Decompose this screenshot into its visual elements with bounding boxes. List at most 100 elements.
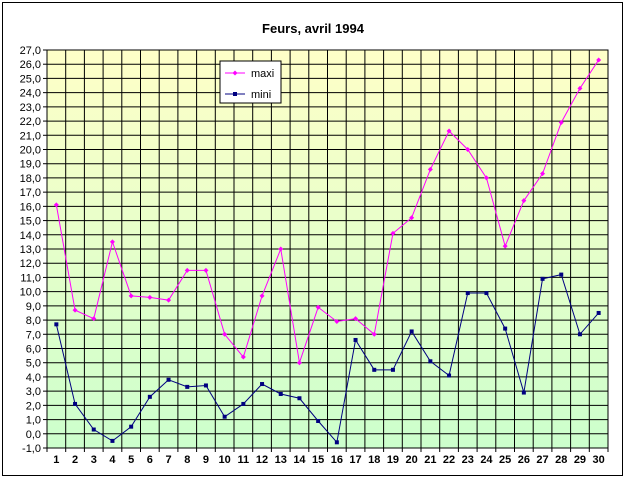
data-point-mini <box>409 329 414 334</box>
y-tick-label: 15,0 <box>20 216 41 228</box>
y-tick-label: 21,0 <box>20 130 41 142</box>
data-point-mini <box>73 401 78 406</box>
x-tick-label: 26 <box>518 454 530 466</box>
data-point-maxi <box>184 267 190 273</box>
data-point-mini <box>540 276 545 281</box>
x-tick-label: 19 <box>387 454 399 466</box>
data-point-mini <box>222 414 227 419</box>
data-point-mini <box>596 310 601 315</box>
data-point-mini <box>297 396 302 401</box>
y-tick-label: 19,0 <box>20 159 41 171</box>
data-point-maxi <box>409 215 415 221</box>
y-tick-label: 5,0 <box>26 358 41 370</box>
data-point-mini <box>503 326 508 331</box>
data-point-maxi <box>53 202 59 208</box>
data-point-maxi <box>521 198 527 204</box>
data-point-mini <box>372 367 377 372</box>
data-point-mini <box>241 401 246 406</box>
x-tick-label: 15 <box>312 454 324 466</box>
data-point-mini <box>559 272 564 277</box>
data-point-mini <box>465 291 470 296</box>
data-point-mini <box>129 424 134 429</box>
legend-box <box>219 60 282 104</box>
x-tick-label: 20 <box>406 454 418 466</box>
series-line-maxi <box>55 59 600 363</box>
data-point-maxi <box>259 293 265 299</box>
x-tick-label: 28 <box>555 454 567 466</box>
y-tick-label: 0,0 <box>26 429 41 441</box>
data-point-mini <box>278 391 283 396</box>
y-tick-label: 4,0 <box>26 372 41 384</box>
y-tick-label: -1,0 <box>22 443 41 455</box>
data-point-mini <box>521 390 526 395</box>
data-point-maxi <box>371 331 377 337</box>
data-point-mini <box>91 427 96 432</box>
data-point-maxi <box>109 239 115 245</box>
y-tick-label: 26,0 <box>20 59 41 71</box>
x-tick-label: 17 <box>349 454 361 466</box>
x-tick-label: 9 <box>203 454 209 466</box>
x-tick-label: 10 <box>219 454 231 466</box>
x-tick-label: 22 <box>443 454 455 466</box>
y-tick-label: 8,0 <box>26 315 41 327</box>
data-point-maxi <box>72 307 78 313</box>
y-tick-label: 18,0 <box>20 173 41 185</box>
grid-lines <box>46 49 609 449</box>
data-point-maxi <box>577 85 583 91</box>
legend: maxi mini <box>219 60 282 104</box>
data-point-mini <box>428 359 433 364</box>
x-tick-label: 24 <box>480 454 493 466</box>
data-point-mini <box>147 394 152 399</box>
y-tick-label: 1,0 <box>26 415 41 427</box>
data-point-mini <box>316 418 321 423</box>
y-tick-label: 14,0 <box>20 230 41 242</box>
x-tick-label: 16 <box>331 454 343 466</box>
data-point-mini <box>484 291 489 296</box>
data-point-maxi <box>596 57 602 63</box>
data-point-maxi <box>147 294 153 300</box>
data-point-maxi <box>296 360 302 366</box>
x-tick-label: 7 <box>165 454 171 466</box>
data-point-maxi <box>315 304 321 310</box>
x-tick-label: 21 <box>424 454 436 466</box>
legend-label-mini: mini <box>251 89 271 101</box>
y-tick-label: 20,0 <box>20 145 41 157</box>
data-point-mini <box>185 384 190 389</box>
y-tick-label: 23,0 <box>20 102 41 114</box>
data-point-mini <box>334 440 339 445</box>
data-point-maxi <box>390 230 396 236</box>
x-tick-label: 27 <box>536 454 548 466</box>
y-tick-label: 9,0 <box>26 301 41 313</box>
data-point-maxi <box>502 243 508 249</box>
x-tick-label: 2 <box>72 454 78 466</box>
y-tick-label: 17,0 <box>20 187 41 199</box>
data-point-maxi <box>240 354 246 360</box>
data-point-maxi <box>334 318 340 324</box>
y-tick-label: 25,0 <box>20 73 41 85</box>
data-point-maxi <box>558 119 564 125</box>
data-point-maxi <box>166 297 172 303</box>
data-point-maxi <box>353 316 359 322</box>
y-tick-label: 16,0 <box>20 201 41 213</box>
x-tick-label: 8 <box>184 454 190 466</box>
data-point-mini <box>110 438 115 443</box>
y-tick-label: 24,0 <box>20 88 41 100</box>
data-point-mini <box>54 322 59 327</box>
data-point-maxi <box>222 331 228 337</box>
x-tick-label: 23 <box>462 454 474 466</box>
data-point-maxi <box>465 147 471 152</box>
data-point-maxi <box>483 175 489 181</box>
legend-label-maxi: maxi <box>251 68 274 80</box>
data-point-maxi <box>91 316 97 322</box>
data-point-mini <box>166 377 171 382</box>
data-point-mini <box>260 382 265 387</box>
legend-marker-maxi <box>232 70 238 76</box>
y-tick-label: 6,0 <box>26 344 41 356</box>
x-tick-label: 30 <box>593 454 605 466</box>
x-tick-label: 13 <box>275 454 287 466</box>
x-tick-label: 1 <box>53 454 59 466</box>
y-tick-label: 10,0 <box>20 287 41 299</box>
y-tick-label: 2,0 <box>26 400 41 412</box>
x-tick-label: 25 <box>499 454 511 466</box>
